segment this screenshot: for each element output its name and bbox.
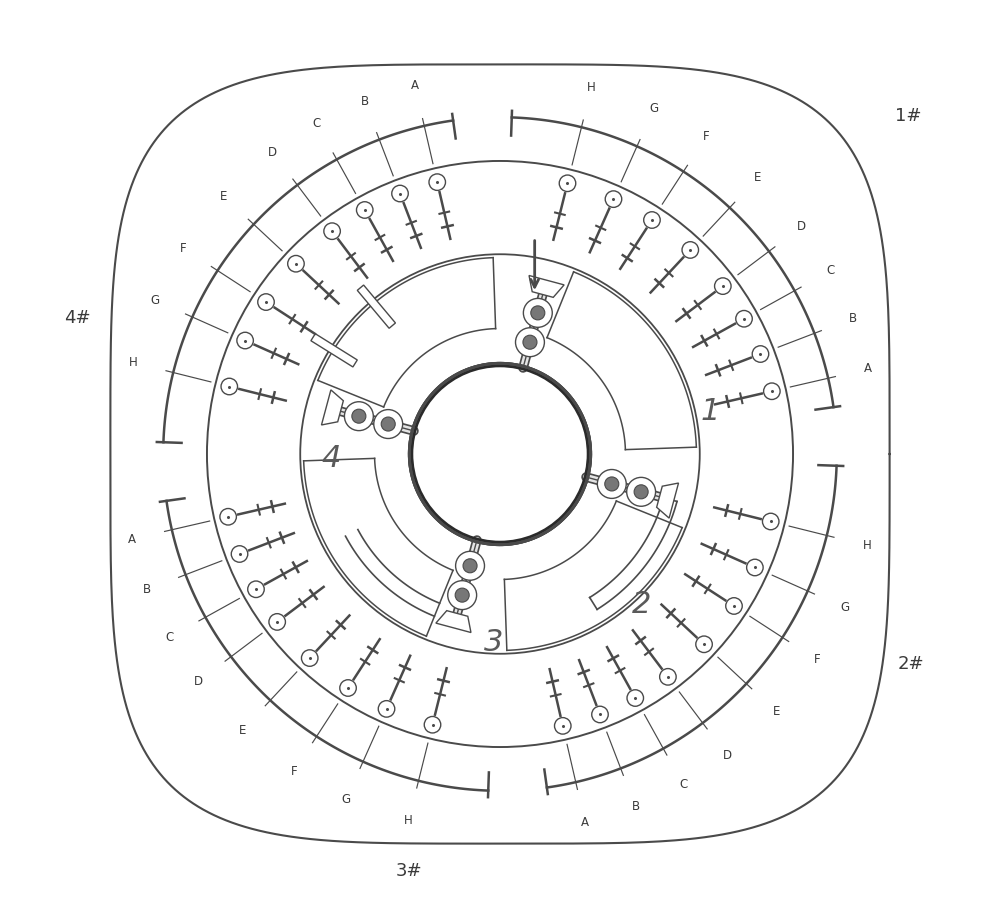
Circle shape	[523, 335, 537, 350]
Text: G: G	[150, 293, 159, 307]
Circle shape	[455, 588, 469, 602]
Text: B: B	[849, 312, 857, 325]
Text: A: A	[864, 362, 872, 375]
Text: A: A	[128, 533, 136, 546]
Circle shape	[531, 306, 545, 320]
Circle shape	[627, 690, 644, 706]
Circle shape	[627, 478, 656, 507]
Circle shape	[269, 614, 285, 630]
Polygon shape	[529, 275, 564, 297]
Text: H: H	[862, 539, 871, 552]
Text: D: D	[723, 749, 732, 763]
Circle shape	[559, 175, 576, 192]
Circle shape	[463, 558, 477, 573]
Circle shape	[220, 508, 236, 525]
Circle shape	[644, 212, 660, 228]
Circle shape	[715, 278, 731, 294]
Circle shape	[424, 716, 441, 733]
Circle shape	[634, 485, 648, 498]
Text: B: B	[143, 583, 151, 596]
Text: F: F	[291, 765, 297, 777]
Text: F: F	[180, 242, 186, 254]
Text: H: H	[129, 356, 138, 369]
Circle shape	[456, 551, 484, 580]
Circle shape	[605, 477, 619, 491]
Polygon shape	[321, 390, 343, 425]
Circle shape	[324, 223, 340, 240]
Text: 2: 2	[632, 589, 652, 618]
Text: E: E	[220, 190, 227, 202]
Circle shape	[747, 559, 763, 576]
Text: A: A	[411, 79, 419, 92]
Text: G: G	[342, 793, 351, 806]
Circle shape	[764, 383, 780, 400]
Text: G: G	[841, 601, 850, 615]
Text: B: B	[360, 94, 369, 107]
Circle shape	[301, 650, 318, 666]
Polygon shape	[357, 285, 395, 329]
Text: C: C	[679, 778, 687, 791]
Text: F: F	[703, 131, 709, 143]
Circle shape	[516, 328, 544, 357]
Text: 3#: 3#	[396, 862, 423, 880]
Text: 4: 4	[321, 444, 340, 473]
Circle shape	[752, 346, 769, 362]
Text: B: B	[631, 801, 640, 814]
Text: D: D	[797, 220, 806, 233]
Circle shape	[352, 410, 366, 423]
Circle shape	[660, 668, 676, 685]
Circle shape	[221, 379, 238, 395]
Circle shape	[696, 636, 712, 653]
Text: 3: 3	[484, 627, 503, 656]
Circle shape	[374, 410, 403, 439]
Circle shape	[448, 581, 477, 609]
Text: F: F	[814, 654, 820, 666]
Text: C: C	[165, 631, 173, 644]
Text: 1#: 1#	[895, 106, 922, 124]
Polygon shape	[657, 483, 679, 518]
Circle shape	[597, 469, 626, 498]
Circle shape	[392, 185, 408, 202]
Text: 2#: 2#	[898, 656, 924, 674]
Circle shape	[258, 294, 274, 311]
Circle shape	[381, 417, 395, 431]
Circle shape	[736, 311, 752, 327]
Text: E: E	[238, 724, 246, 737]
Circle shape	[237, 332, 253, 349]
Text: 1: 1	[701, 397, 720, 426]
Circle shape	[248, 581, 264, 597]
Text: E: E	[754, 171, 762, 184]
Polygon shape	[436, 611, 471, 633]
Text: C: C	[827, 264, 835, 277]
Text: A: A	[581, 816, 589, 829]
Text: H: H	[404, 814, 413, 827]
Circle shape	[231, 546, 248, 562]
Circle shape	[726, 597, 742, 614]
Circle shape	[592, 706, 608, 723]
Text: G: G	[649, 102, 658, 115]
Circle shape	[555, 717, 571, 734]
Circle shape	[288, 255, 304, 272]
Circle shape	[429, 174, 445, 191]
Text: E: E	[773, 706, 780, 718]
Polygon shape	[311, 334, 357, 367]
Circle shape	[356, 202, 373, 218]
Text: H: H	[587, 81, 596, 94]
Circle shape	[344, 401, 373, 430]
Text: C: C	[313, 117, 321, 130]
Text: D: D	[268, 145, 277, 159]
Text: D: D	[194, 675, 203, 688]
Circle shape	[523, 299, 552, 327]
Circle shape	[682, 242, 699, 258]
Circle shape	[605, 191, 622, 207]
Circle shape	[340, 680, 356, 696]
Circle shape	[762, 513, 779, 529]
Circle shape	[378, 701, 395, 717]
Text: 4#: 4#	[64, 309, 91, 327]
